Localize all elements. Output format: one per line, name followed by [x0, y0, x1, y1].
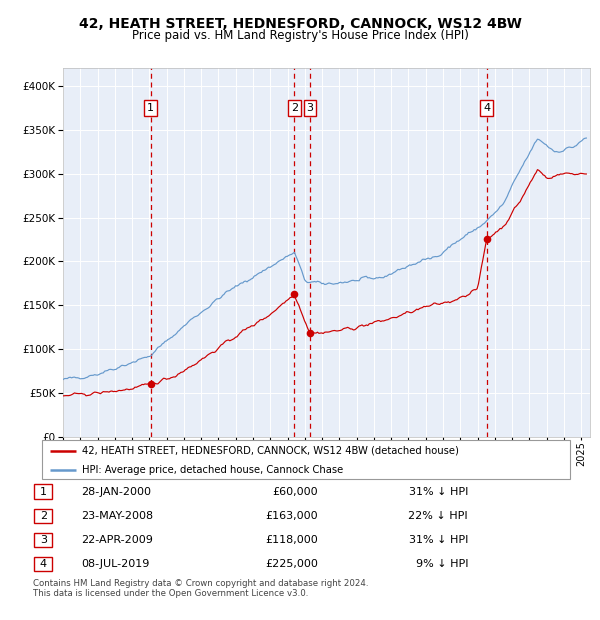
Text: Contains HM Land Registry data © Crown copyright and database right 2024.: Contains HM Land Registry data © Crown c…: [33, 578, 368, 588]
Text: Price paid vs. HM Land Registry's House Price Index (HPI): Price paid vs. HM Land Registry's House …: [131, 29, 469, 42]
Text: 4: 4: [483, 103, 490, 113]
Text: £118,000: £118,000: [265, 535, 318, 545]
Text: 31% ↓ HPI: 31% ↓ HPI: [409, 487, 468, 497]
Text: 28-JAN-2000: 28-JAN-2000: [81, 487, 151, 497]
Text: 23-MAY-2008: 23-MAY-2008: [81, 511, 153, 521]
Text: 42, HEATH STREET, HEDNESFORD, CANNOCK, WS12 4BW (detached house): 42, HEATH STREET, HEDNESFORD, CANNOCK, W…: [82, 446, 458, 456]
Text: £225,000: £225,000: [265, 559, 318, 569]
Text: 22% ↓ HPI: 22% ↓ HPI: [409, 511, 468, 521]
Text: 22-APR-2009: 22-APR-2009: [81, 535, 153, 545]
Text: 42, HEATH STREET, HEDNESFORD, CANNOCK, WS12 4BW: 42, HEATH STREET, HEDNESFORD, CANNOCK, W…: [79, 17, 521, 31]
Text: 08-JUL-2019: 08-JUL-2019: [81, 559, 149, 569]
Text: 9% ↓ HPI: 9% ↓ HPI: [415, 559, 468, 569]
Text: 31% ↓ HPI: 31% ↓ HPI: [409, 535, 468, 545]
Text: 2: 2: [40, 511, 47, 521]
Text: 1: 1: [147, 103, 154, 113]
Text: 3: 3: [40, 535, 47, 545]
Text: 4: 4: [40, 559, 47, 569]
Text: 2: 2: [291, 103, 298, 113]
Text: 1: 1: [40, 487, 47, 497]
Text: 3: 3: [307, 103, 314, 113]
Text: £163,000: £163,000: [265, 511, 318, 521]
Text: £60,000: £60,000: [272, 487, 318, 497]
Text: This data is licensed under the Open Government Licence v3.0.: This data is licensed under the Open Gov…: [33, 588, 308, 598]
Text: HPI: Average price, detached house, Cannock Chase: HPI: Average price, detached house, Cann…: [82, 465, 343, 475]
